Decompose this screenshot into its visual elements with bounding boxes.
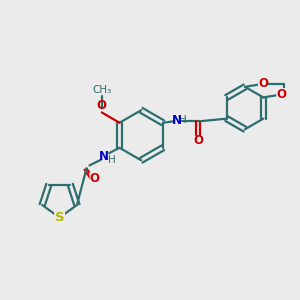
Text: H: H [179, 115, 187, 125]
Text: O: O [97, 99, 106, 112]
Text: H: H [108, 154, 116, 165]
Text: CH₃: CH₃ [92, 85, 112, 95]
Text: O: O [194, 134, 203, 147]
Text: O: O [89, 172, 100, 185]
Text: N: N [172, 114, 182, 127]
Text: O: O [276, 88, 286, 101]
Text: O: O [258, 77, 268, 90]
Text: N: N [99, 149, 109, 163]
Text: S: S [55, 211, 64, 224]
